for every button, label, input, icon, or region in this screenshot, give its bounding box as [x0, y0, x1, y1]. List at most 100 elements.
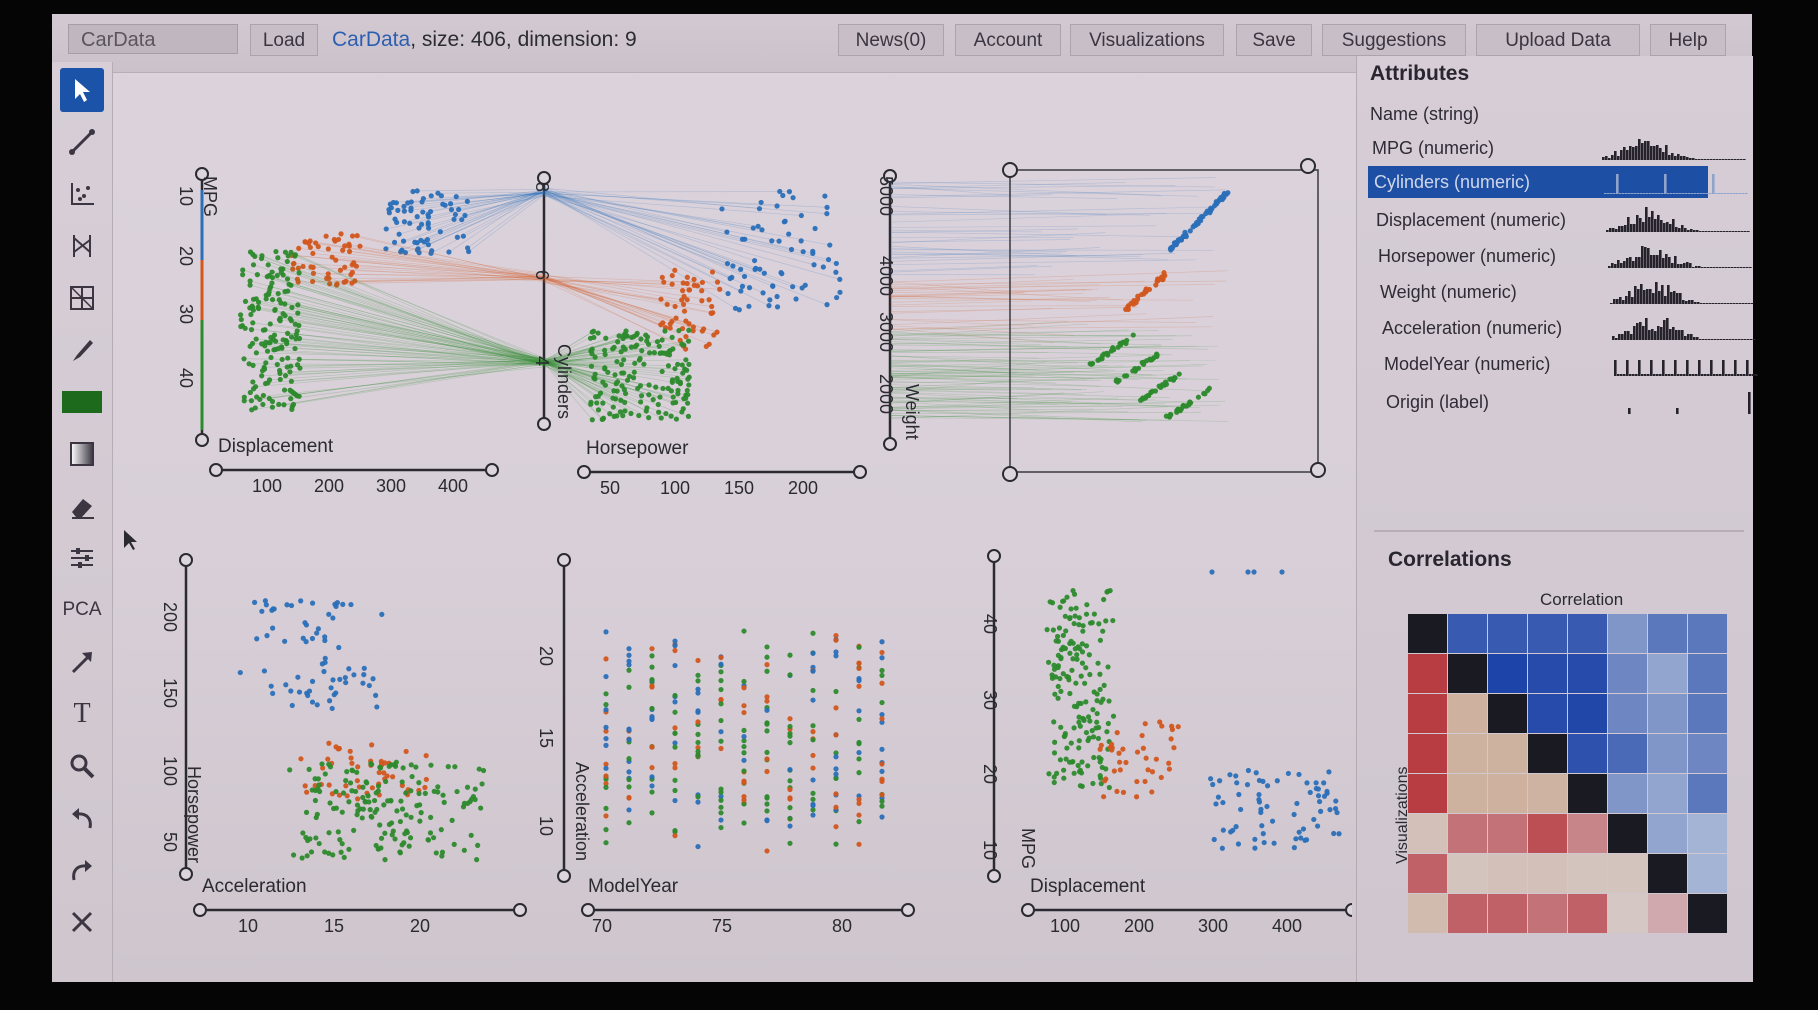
link-line	[889, 401, 1165, 405]
account-button[interactable]: Account	[955, 24, 1061, 56]
data-point	[764, 801, 770, 807]
data-point	[259, 373, 265, 379]
histogram-bar	[1744, 339, 1747, 340]
arrow-tool-icon[interactable]	[60, 640, 104, 684]
link-line	[543, 348, 593, 365]
data-point	[603, 707, 609, 713]
data-point	[787, 823, 793, 829]
news-button[interactable]: News(0)	[838, 24, 944, 56]
visualizations-button[interactable]: Visualizations	[1070, 24, 1224, 56]
plots-svg[interactable]	[112, 62, 1359, 982]
data-point	[391, 239, 398, 245]
data-point	[413, 764, 419, 770]
visualization-canvas[interactable]	[112, 62, 1359, 982]
link-line	[297, 304, 545, 362]
data-point	[879, 792, 885, 798]
data-point	[334, 281, 340, 287]
parallel-tool-icon[interactable]	[60, 224, 104, 268]
brush-tool-icon[interactable]	[60, 328, 104, 372]
axis-handle	[901, 903, 915, 917]
data-point	[365, 793, 371, 799]
data-point	[401, 840, 407, 846]
link-line	[252, 322, 545, 363]
data-point	[322, 637, 328, 644]
data-point	[276, 401, 282, 407]
link-line	[403, 189, 545, 207]
histogram-bar	[1643, 193, 1646, 194]
attribute-item[interactable]: Acceleration (numeric)	[1382, 318, 1563, 338]
data-point	[402, 249, 409, 256]
link-line	[291, 307, 545, 363]
data-point	[1083, 611, 1090, 617]
attribute-item[interactable]: MPG (numeric)	[1372, 138, 1495, 158]
data-point	[1158, 384, 1164, 391]
link-line	[889, 305, 1137, 307]
data-point	[1167, 411, 1173, 418]
close-icon[interactable]	[60, 900, 104, 944]
tick-label: 200	[788, 478, 819, 498]
data-point	[1256, 791, 1262, 798]
text-tool-icon[interactable]: T	[73, 698, 91, 729]
help-button[interactable]: Help	[1650, 24, 1726, 56]
undo-icon[interactable]	[60, 796, 104, 840]
histogram-bar	[1623, 261, 1626, 268]
attribute-item[interactable]: Weight (numeric)	[1380, 282, 1517, 302]
attribute-item[interactable]: Origin (label)	[1386, 392, 1490, 412]
data-point	[298, 756, 304, 762]
data-point	[725, 290, 731, 297]
color-swatch[interactable]	[60, 380, 104, 424]
data-point	[741, 685, 747, 691]
suggestions-button[interactable]: Suggestions	[1322, 24, 1466, 56]
dataset-link[interactable]: CarData	[332, 28, 411, 51]
eraser-tool-icon[interactable]	[60, 484, 104, 528]
histogram-bar	[1675, 227, 1678, 232]
pointer-tool-icon[interactable]	[60, 68, 104, 112]
histogram-bar	[1740, 374, 1743, 376]
dataset-name-field[interactable]: CarData	[68, 24, 238, 54]
data-point	[408, 814, 414, 820]
scatter-tool-icon[interactable]	[60, 172, 104, 216]
link-line	[543, 190, 736, 309]
histogram-bar	[1719, 267, 1722, 268]
tick-label: 6	[532, 270, 552, 281]
line-tool-icon[interactable]	[60, 120, 104, 164]
correlation-matrix[interactable]	[1408, 614, 1738, 954]
sliders-tool-icon[interactable]	[60, 536, 104, 580]
attribute-item[interactable]: Name (string)	[1370, 104, 1480, 124]
correlation-cell	[1648, 614, 1687, 653]
data-point	[719, 206, 725, 212]
histogram-bar	[1698, 360, 1701, 376]
data-point	[343, 679, 349, 686]
attribute-item[interactable]: Cylinders (numeric)	[1368, 166, 1708, 198]
gradient-tool-icon[interactable]	[60, 432, 104, 476]
data-point	[279, 356, 285, 363]
histogram-bar	[1704, 267, 1707, 268]
data-point	[262, 598, 268, 604]
attribute-item[interactable]: ModelYear (numeric)	[1384, 354, 1551, 374]
redo-icon[interactable]	[60, 848, 104, 892]
link-line	[543, 362, 593, 420]
histogram-bar	[1734, 159, 1737, 160]
data-point	[777, 188, 783, 195]
save-button[interactable]: Save	[1236, 24, 1312, 56]
data-point	[614, 413, 620, 419]
histogram-bar	[1687, 230, 1690, 232]
zoom-tool-icon[interactable]	[60, 744, 104, 788]
data-point	[603, 805, 609, 811]
histogram-bar	[1727, 303, 1730, 304]
data-point	[1067, 615, 1073, 622]
data-point	[1132, 367, 1138, 373]
link-line	[889, 380, 1014, 393]
histogram-bar	[1755, 374, 1758, 376]
data-point	[403, 812, 409, 818]
attribute-item[interactable]: Horsepower (numeric)	[1378, 246, 1557, 266]
pca-tool-icon[interactable]: PCA	[62, 599, 102, 620]
data-point	[1291, 845, 1297, 851]
data-point	[240, 272, 246, 278]
histogram-bar	[1676, 193, 1679, 194]
splom-tool-icon[interactable]	[60, 276, 104, 320]
link-line	[543, 274, 661, 326]
load-button[interactable]: Load	[250, 24, 318, 56]
upload-data-button[interactable]: Upload Data	[1476, 24, 1640, 56]
attribute-item[interactable]: Displacement (numeric)	[1376, 210, 1567, 230]
